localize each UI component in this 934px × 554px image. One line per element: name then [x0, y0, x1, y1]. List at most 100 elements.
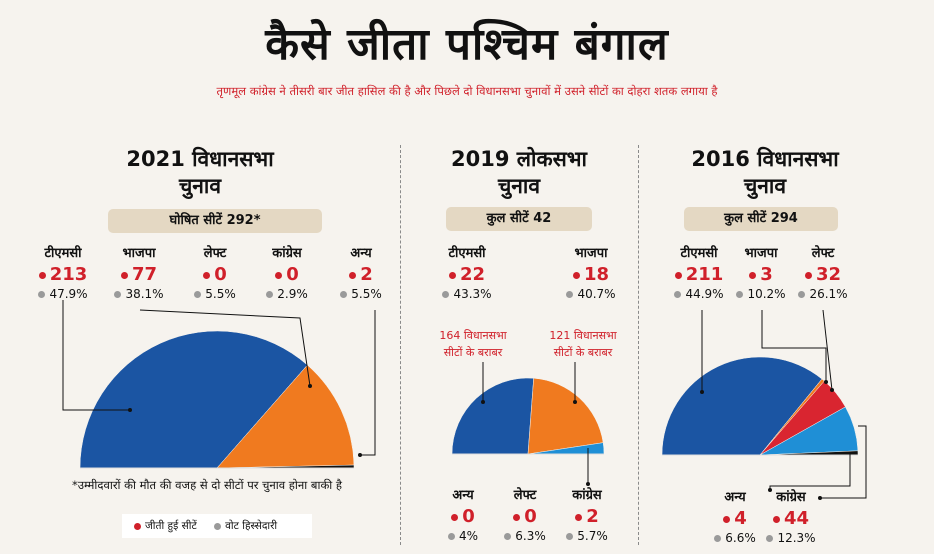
seats-dot-icon — [451, 513, 459, 521]
note-line: 164 विधानसभा — [439, 329, 507, 342]
party-vote: 38.1% — [125, 287, 164, 301]
party-2016-others: अन्य 4 6.6% — [700, 490, 770, 546]
party-vote: 5.7% — [577, 529, 608, 543]
leader-dot-0 — [128, 408, 132, 412]
leader-dot-3 — [481, 400, 485, 404]
separator-1 — [400, 145, 401, 545]
leader-line-0 — [62, 300, 130, 411]
seats-dot-icon — [120, 271, 128, 279]
party-name: कांग्रेस — [776, 490, 806, 505]
party-name: अन्य — [724, 490, 746, 505]
vote-dot-icon — [194, 291, 202, 298]
party-seats: 0 — [462, 506, 475, 527]
party-2016-tmc: टीएमसी 211 44.9% — [664, 246, 734, 302]
party-2019-bjp: भाजपा 18 40.7% — [556, 246, 626, 302]
note-2019-bjp: 121 विधानसभा सीटों के बराबर — [528, 327, 638, 361]
party-2016-bjp: भाजपा 3 10.2% — [726, 246, 796, 302]
party-vote: 5.5% — [205, 287, 236, 301]
leader-dot-6 — [700, 390, 704, 394]
party-name: अन्य — [350, 246, 372, 261]
vote-dot-icon — [38, 291, 46, 298]
panel-2021-title-line1: 2021 विधानसभा — [126, 147, 274, 171]
page-subtitle: तृणमूल कांग्रेस ने तीसरी बार जीत हासिल क… — [216, 84, 718, 98]
party-seats: 77 — [131, 264, 158, 285]
vote-dot-icon — [714, 535, 722, 542]
party-name: टीएमसी — [448, 246, 486, 261]
party-2019-congress: कांग्रेस 2 5.7% — [552, 488, 622, 544]
leader-line-2 — [360, 310, 376, 456]
party-2016-left: लेफ्ट 32 26.1% — [788, 246, 858, 302]
note-line: सीटों के बराबर — [443, 346, 503, 359]
party-seats: 44 — [783, 508, 810, 529]
legend: जीती हुई सीटें वोट हिस्सेदारी — [122, 514, 312, 538]
leader-dot-4 — [573, 400, 577, 404]
vote-dot-icon — [798, 291, 806, 298]
party-vote: 26.1% — [809, 287, 848, 301]
party-vote: 47.9% — [49, 287, 88, 301]
party-vote: 44.9% — [685, 287, 724, 301]
seats-dot-icon — [749, 271, 757, 279]
party-vote: 5.5% — [351, 287, 382, 301]
party-2021-tmc: टीएमसी 213 47.9% — [28, 246, 98, 302]
vote-dot-icon — [674, 291, 682, 298]
party-name: लेफ्ट — [811, 246, 835, 261]
vote-dot-icon — [766, 535, 774, 542]
panel-2016-title: 2016 विधानसभा चुनाव — [640, 146, 890, 200]
panel-2016-total-pill: कुल सीटें 294 — [684, 207, 838, 231]
vote-dot-icon — [340, 291, 348, 298]
legend-vote-dot-icon — [214, 522, 222, 530]
panel-2016-title-line1: 2016 विधानसभा — [691, 147, 839, 171]
party-seats: 18 — [583, 264, 610, 285]
note-line: सीटों के बराबर — [553, 346, 613, 359]
slice-2019-टीएमसी — [451, 377, 534, 455]
seats-dot-icon — [723, 515, 731, 523]
party-name: भाजपा — [122, 246, 156, 261]
panel-2021-title-line2: चुनाव — [178, 174, 222, 198]
party-vote: 2.9% — [277, 287, 308, 301]
leader-dot-8 — [830, 388, 834, 392]
party-vote: 12.3% — [777, 531, 816, 545]
party-seats: 211 — [685, 264, 724, 285]
party-name: कांग्रेस — [272, 246, 302, 261]
separator-2 — [638, 145, 639, 545]
party-2019-tmc: टीएमसी 22 43.3% — [432, 246, 502, 302]
party-2021-congress: कांग्रेस 0 2.9% — [252, 246, 322, 302]
party-seats: 3 — [760, 264, 773, 285]
party-seats: 2 — [360, 264, 373, 285]
leader-line-9 — [820, 425, 867, 499]
party-2019-left: लेफ्ट 0 6.3% — [490, 488, 560, 544]
party-seats: 2 — [586, 506, 599, 527]
party-name: लेफ्ट — [513, 488, 537, 503]
panel-2019-title: 2019 लोकसभा चुनाव — [400, 146, 638, 200]
panel-2019-title-line1: 2019 लोकसभा — [451, 147, 587, 171]
panel-2021-total-pill: घोषित सीटें 292* — [108, 209, 322, 233]
legend-vote-label: वोट हिस्सेदारी — [225, 520, 278, 532]
party-seats: 22 — [459, 264, 486, 285]
vote-dot-icon — [266, 291, 274, 298]
party-name: कांग्रेस — [572, 488, 602, 503]
party-vote: 6.6% — [725, 531, 756, 545]
party-name: टीएमसी — [680, 246, 718, 261]
vote-dot-icon — [114, 291, 122, 298]
party-vote: 40.7% — [577, 287, 616, 301]
panel-2016-title-line2: चुनाव — [743, 174, 787, 198]
vote-dot-icon — [504, 533, 512, 540]
party-seats: 213 — [49, 264, 88, 285]
party-vote: 4% — [458, 529, 479, 543]
panel-2019-title-line2: चुनाव — [497, 174, 541, 198]
slice-2021-भाजपा — [216, 364, 355, 469]
seats-dot-icon — [448, 271, 456, 279]
seats-dot-icon — [804, 271, 812, 279]
vote-dot-icon — [566, 291, 574, 298]
leader-dot-1 — [308, 384, 312, 388]
leader-dot-7 — [824, 380, 828, 384]
seats-dot-icon — [575, 513, 583, 521]
party-seats: 0 — [524, 506, 537, 527]
leader-line-7 — [761, 310, 827, 382]
leader-dot-9 — [818, 496, 822, 500]
party-name: भाजपा — [744, 246, 778, 261]
slice-2019-भाजपा — [527, 377, 604, 455]
footnote: *उम्मीदवारों की मौत की वजह से दो सीटों प… — [72, 478, 343, 492]
party-2021-left: लेफ्ट 0 5.5% — [180, 246, 250, 302]
